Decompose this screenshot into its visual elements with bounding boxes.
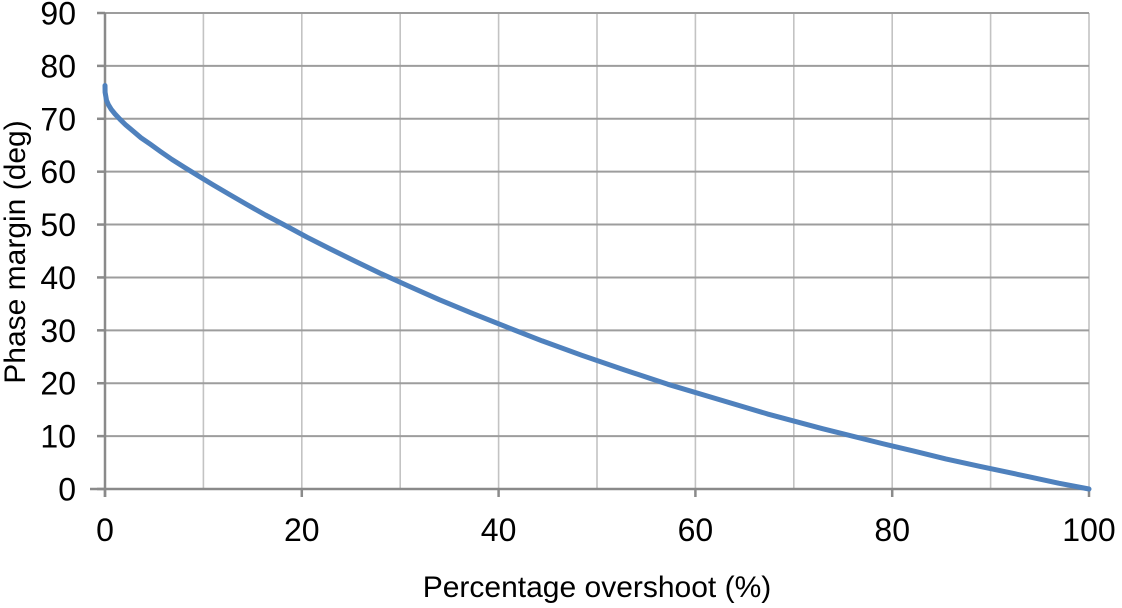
x-tick-label: 40 bbox=[481, 512, 517, 548]
y-tick-label: 0 bbox=[58, 472, 76, 508]
x-tick-label: 100 bbox=[1062, 512, 1115, 548]
x-tick-label: 80 bbox=[874, 512, 910, 548]
y-tick-label: 30 bbox=[40, 313, 76, 349]
axes bbox=[90, 11, 1091, 497]
x-tick-label: 0 bbox=[96, 512, 114, 548]
data-curve bbox=[102, 83, 1092, 492]
y-tick-label: 20 bbox=[40, 366, 76, 402]
x-axis-title: Percentage overshoot (%) bbox=[423, 571, 772, 604]
y-tick-label: 80 bbox=[40, 48, 76, 84]
x-tick-label: 60 bbox=[678, 512, 714, 548]
x-tick-label: 20 bbox=[284, 512, 320, 548]
y-tick-label: 90 bbox=[40, 0, 76, 32]
y-tick-label: 60 bbox=[40, 154, 76, 190]
y-tick-label: 40 bbox=[40, 260, 76, 296]
gridlines bbox=[105, 12, 1090, 489]
series bbox=[102, 83, 1092, 492]
y-tick-label: 50 bbox=[40, 207, 76, 243]
y-tick-label: 70 bbox=[40, 101, 76, 137]
y-tick-label: 10 bbox=[40, 419, 76, 455]
y-axis-title: Phase margin (deg) bbox=[0, 120, 32, 383]
tick-labels: 0 10 20 30 40 50 60 70 80 90 0 20 40 60 80 100 bbox=[40, 0, 1115, 548]
